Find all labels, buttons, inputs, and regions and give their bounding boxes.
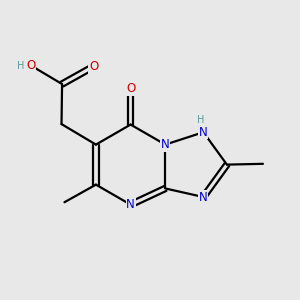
Text: N: N [126, 198, 135, 211]
Text: H: H [197, 115, 204, 125]
Text: O: O [26, 59, 36, 72]
Text: H: H [17, 61, 24, 70]
Text: N: N [199, 126, 208, 139]
Text: N: N [199, 190, 208, 203]
Text: O: O [89, 60, 98, 73]
Text: O: O [126, 82, 135, 95]
Text: N: N [161, 138, 170, 151]
